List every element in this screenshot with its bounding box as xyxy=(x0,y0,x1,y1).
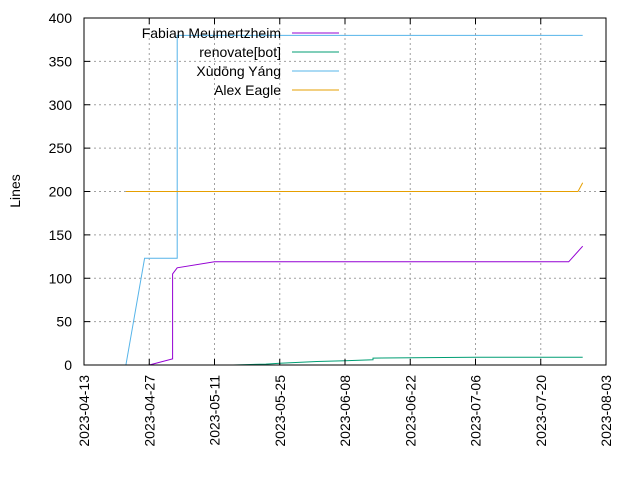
x-tick-label: 2023-06-08 xyxy=(337,375,353,447)
y-tick-label: 50 xyxy=(56,314,72,330)
x-tick-label: 2023-04-13 xyxy=(76,375,92,447)
y-tick-label: 350 xyxy=(49,53,73,69)
y-tick-label: 300 xyxy=(49,97,73,113)
y-axis-label: Lines xyxy=(7,174,23,207)
legend-label: renovate[bot] xyxy=(199,44,281,60)
y-tick-label: 100 xyxy=(49,270,73,286)
y-tick-label: 250 xyxy=(49,140,73,156)
series-line-3 xyxy=(125,182,584,192)
y-tick-label: 0 xyxy=(64,357,72,373)
y-tick-label: 200 xyxy=(49,184,73,200)
series-line-1 xyxy=(233,356,583,366)
x-tick-label: 2023-05-25 xyxy=(272,375,288,447)
x-tick-label: 2023-07-06 xyxy=(468,375,484,447)
ticks-layer: 0 50 100 150 200 250 300 350 400 2023-04-13 2023-0… xyxy=(49,10,614,447)
x-tick-label: 2023-07-20 xyxy=(533,375,549,447)
x-tick-label: 2023-06-22 xyxy=(402,375,418,447)
legend-label: Alex Eagle xyxy=(214,82,281,98)
y-tick-label: 150 xyxy=(49,227,73,243)
x-tick-label: 2023-08-03 xyxy=(598,375,614,447)
legend-label: Xùdōng Yáng xyxy=(196,63,281,79)
x-tick-label: 2023-05-11 xyxy=(207,375,223,446)
series-line-2 xyxy=(125,34,583,366)
series-layer xyxy=(125,34,584,366)
y-tick-label: 400 xyxy=(49,10,73,26)
series-line-0 xyxy=(149,245,584,366)
legend: Fabian Meumertzheim renovate[bot] Xùdōng Y… xyxy=(142,25,339,98)
legend-label: Fabian Meumertzheim xyxy=(142,25,281,41)
x-tick-label: 2023-04-27 xyxy=(141,375,157,447)
